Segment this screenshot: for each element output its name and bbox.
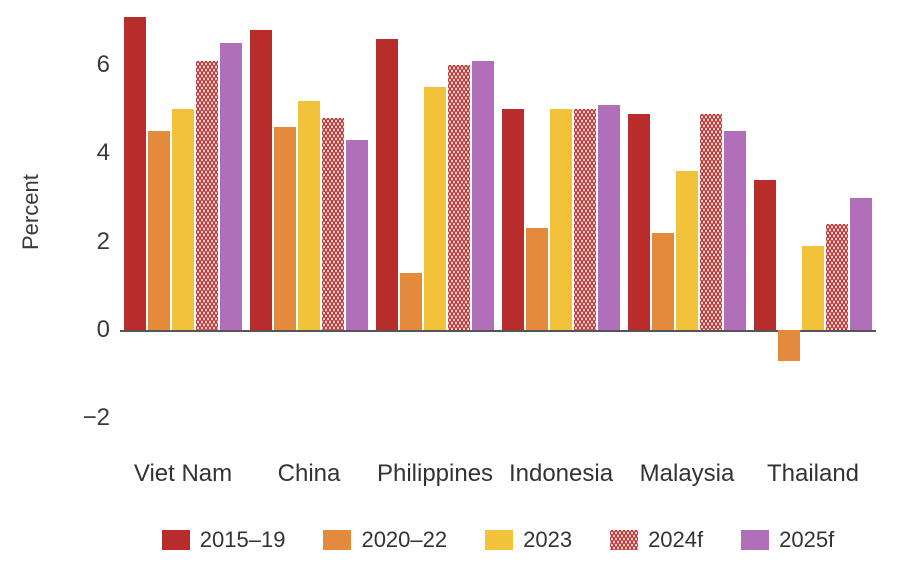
- bar: [172, 109, 194, 329]
- legend-label: 2015–19: [200, 527, 286, 553]
- bar: [826, 224, 848, 330]
- bar: [322, 118, 344, 330]
- bar: [250, 30, 272, 330]
- y-tick-label: −2: [83, 404, 110, 432]
- x-axis-labels: Viet Nam China Philippines Indonesia Malaysi…: [120, 460, 876, 490]
- plot-area: −20246: [120, 8, 876, 418]
- legend-swatch: [162, 530, 190, 550]
- y-tick-label: 6: [97, 51, 110, 79]
- bar: [124, 17, 146, 330]
- y-tick-label: 0: [97, 316, 110, 344]
- x-axis-label: China: [278, 460, 341, 488]
- bar: [196, 61, 218, 330]
- bar: [424, 87, 446, 329]
- bar: [550, 109, 572, 329]
- legend-swatch: [323, 530, 351, 550]
- bar: [802, 246, 824, 330]
- bar: [598, 105, 620, 330]
- legend-swatch: [485, 530, 513, 550]
- bar: [850, 198, 872, 330]
- legend-item: 2023: [485, 527, 572, 553]
- x-axis-label: Malaysia: [640, 460, 735, 488]
- x-axis-label: Philippines: [377, 460, 493, 488]
- legend-swatch: [610, 530, 638, 550]
- bar: [652, 233, 674, 330]
- bar: [400, 273, 422, 330]
- legend-label: 2023: [523, 527, 572, 553]
- bar: [778, 330, 800, 361]
- legend: 2015–19 2020–22 2023 2024f 2025f: [120, 520, 876, 560]
- bar: [448, 65, 470, 330]
- legend-label: 2025f: [779, 527, 834, 553]
- bar: [574, 109, 596, 329]
- legend-item: 2024f: [610, 527, 703, 553]
- bar: [346, 140, 368, 330]
- bar: [274, 127, 296, 330]
- bar: [376, 39, 398, 330]
- growth-chart: Percent −20246 Viet NamChinaPhilippinesI…: [0, 0, 906, 582]
- y-tick-label: 4: [97, 139, 110, 167]
- x-axis-label: Thailand: [767, 460, 859, 488]
- legend-label: 2024f: [648, 527, 703, 553]
- bar: [754, 180, 776, 330]
- legend-item: 2020–22: [323, 527, 447, 553]
- y-axis-label: Percent: [18, 174, 44, 250]
- legend-label: 2020–22: [361, 527, 447, 553]
- bar: [502, 109, 524, 329]
- bar: [220, 43, 242, 330]
- y-tick-label: 2: [97, 228, 110, 256]
- bar: [724, 131, 746, 329]
- bar: [298, 101, 320, 330]
- bar: [628, 114, 650, 330]
- x-axis-label: Viet Nam: [134, 460, 232, 488]
- bar: [526, 228, 548, 329]
- legend-item: 2025f: [741, 527, 834, 553]
- bar: [148, 131, 170, 329]
- bar: [700, 114, 722, 330]
- bar: [472, 61, 494, 330]
- zero-line: [120, 330, 876, 333]
- legend-swatch: [741, 530, 769, 550]
- legend-item: 2015–19: [162, 527, 286, 553]
- x-axis-label: Indonesia: [509, 460, 613, 488]
- bar: [676, 171, 698, 330]
